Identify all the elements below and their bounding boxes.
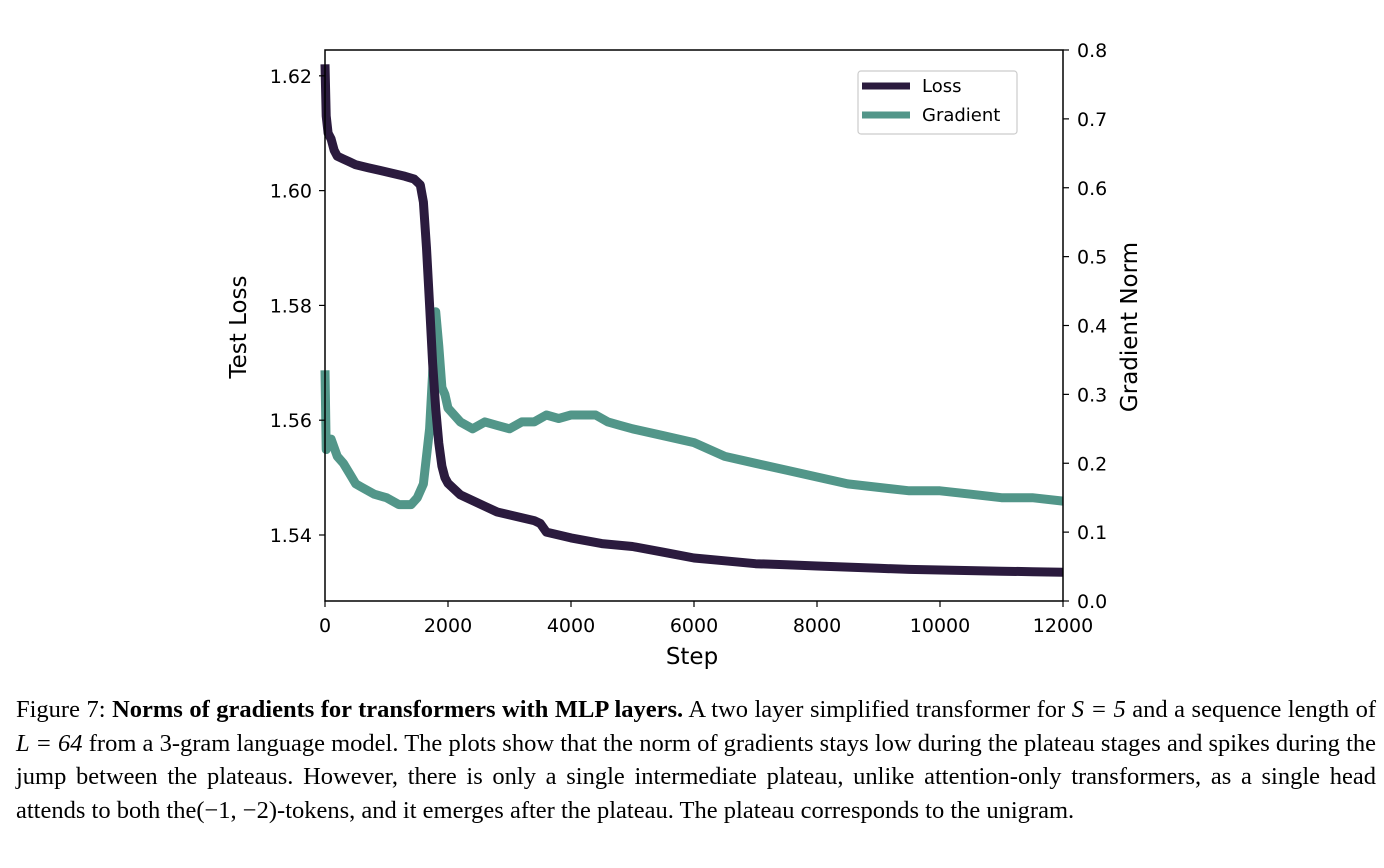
caption-math-l: L = 64 <box>16 729 83 757</box>
caption-math-s: S = 5 <box>1071 696 1126 723</box>
line-chart: 0 2000 4000 6000 8000 10000 12000 1.54 1.56 1.58… <box>226 40 1143 670</box>
x-tick-label: 6000 <box>670 615 718 637</box>
y2-tick-label: 0.2 <box>1077 453 1107 475</box>
gradient-series-layer <box>320 307 1064 510</box>
x-tick-label: 10000 <box>910 615 970 637</box>
y2-tick-label: 0.4 <box>1077 316 1107 338</box>
right-y-axis-title: Gradient Norm <box>1117 242 1143 412</box>
y-tick-label: 1.58 <box>270 295 312 317</box>
figure-caption: Figure 7: Norms of gradients for transfo… <box>16 693 1376 827</box>
caption-text-4: -tokens, and it emerges after the platea… <box>277 796 1075 824</box>
caption-text-1: A two layer simplified transformer for <box>688 696 1066 723</box>
x-tick-label: 4000 <box>547 615 595 637</box>
x-tick-label: 8000 <box>793 615 841 637</box>
x-tick-label: 12000 <box>1033 615 1093 637</box>
y-tick-label: 1.62 <box>270 66 312 88</box>
caption-math-tokens: (−1, −2) <box>196 796 278 824</box>
series-line-gradient <box>320 307 1064 510</box>
y2-tick-label: 0.3 <box>1077 384 1107 406</box>
x-axis-ticks: 0 2000 4000 6000 8000 10000 12000 <box>319 601 1093 637</box>
y2-tick-label: 0.8 <box>1077 40 1107 62</box>
caption-label: Figure 7: <box>16 696 106 723</box>
y2-tick-label: 0.7 <box>1077 109 1107 131</box>
x-tick-label: 2000 <box>424 615 472 637</box>
x-tick-label: 0 <box>319 615 331 637</box>
caption-text-3: from a 3-gram language model. The plots … <box>16 729 1376 824</box>
y2-tick-label: 0.1 <box>1077 522 1107 544</box>
y2-tick-label: 0.0 <box>1077 591 1107 613</box>
right-y-axis-ticks: 0.0 0.1 0.2 0.3 0.4 0.5 0.6 0.7 0.8 <box>1063 40 1107 613</box>
y-tick-label: 1.60 <box>270 181 312 203</box>
left-y-axis-title: Test Loss <box>226 275 252 379</box>
caption-title: Norms of gradients for transformers with… <box>112 696 684 723</box>
figure: 0 2000 4000 6000 8000 10000 12000 1.54 1.56 1.58… <box>226 40 1143 670</box>
legend-label-loss: Loss <box>922 76 961 97</box>
left-y-axis-ticks: 1.54 1.56 1.58 1.60 1.62 <box>270 66 325 547</box>
caption-text-2: and a sequence length of <box>1132 696 1376 723</box>
loss-series-layer <box>320 64 1064 577</box>
y2-tick-label: 0.6 <box>1077 178 1107 200</box>
series-line-loss <box>320 64 1064 577</box>
y-tick-label: 1.56 <box>270 410 312 432</box>
legend-label-gradient: Gradient <box>922 105 1000 126</box>
y-tick-label: 1.54 <box>270 525 312 547</box>
y2-tick-label: 0.5 <box>1077 247 1107 269</box>
x-axis-title: Step <box>666 644 718 670</box>
legend: Loss Gradient <box>857 70 1018 135</box>
